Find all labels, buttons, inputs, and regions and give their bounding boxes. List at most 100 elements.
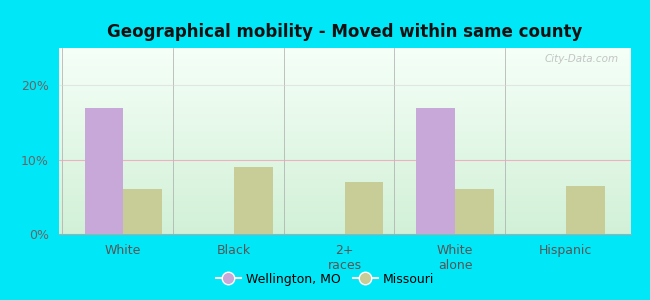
Bar (58, 207, 630, 208)
Bar (58, 156, 630, 157)
Bar (58, 66, 630, 67)
Bar (58, 125, 630, 126)
Bar (58, 69, 630, 70)
Bar (58, 213, 630, 214)
Bar (58, 228, 630, 229)
Bar (58, 152, 630, 153)
Bar (58, 52, 630, 54)
Bar (58, 105, 630, 106)
Bar (58, 217, 630, 218)
Bar (58, 205, 630, 206)
Bar (58, 188, 630, 189)
Bar (58, 167, 630, 168)
Bar (58, 197, 630, 198)
Bar (58, 163, 630, 164)
Bar (58, 91, 630, 92)
Bar (58, 165, 630, 166)
Bar (58, 175, 630, 176)
Bar (58, 134, 630, 135)
Bar (58, 99, 630, 100)
Bar (58, 128, 630, 129)
Bar (58, 132, 630, 133)
Bar (58, 198, 630, 199)
Bar (58, 146, 630, 147)
Bar (58, 223, 630, 224)
Bar (58, 233, 630, 234)
Bar (58, 138, 630, 139)
Bar (58, 151, 630, 152)
Bar (58, 196, 630, 197)
Bar (58, 230, 630, 231)
Bar (58, 159, 630, 160)
Bar (455, 189, 494, 234)
Bar (58, 136, 630, 137)
Bar (58, 206, 630, 207)
Bar (58, 119, 630, 120)
Bar (58, 65, 630, 66)
Bar (58, 71, 630, 72)
Bar (58, 107, 630, 108)
Bar (58, 108, 630, 110)
Bar (58, 186, 630, 187)
Bar (58, 95, 630, 96)
Bar (58, 73, 630, 74)
Bar (58, 192, 630, 193)
Bar (566, 186, 604, 234)
Bar (58, 87, 630, 88)
Bar (58, 158, 630, 159)
Bar (58, 112, 630, 113)
Bar (58, 74, 630, 75)
Bar (58, 218, 630, 219)
Bar (58, 117, 630, 118)
Bar (58, 111, 630, 112)
Bar (58, 190, 630, 191)
Bar (58, 194, 630, 195)
Bar (58, 209, 630, 210)
Bar (58, 72, 630, 73)
Bar (58, 179, 630, 180)
Bar (58, 215, 630, 216)
Bar (58, 90, 630, 91)
Bar (58, 130, 630, 131)
Bar (344, 182, 383, 234)
Bar (58, 202, 630, 203)
Bar (58, 164, 630, 165)
Bar (58, 127, 630, 128)
Bar (58, 114, 630, 115)
Bar (58, 199, 630, 200)
Bar (58, 110, 630, 111)
Bar (58, 200, 630, 202)
Bar (58, 211, 630, 212)
Bar (58, 216, 630, 217)
Bar (58, 150, 630, 151)
Bar (58, 86, 630, 87)
Bar (58, 60, 630, 61)
Bar (58, 104, 630, 105)
Bar (58, 178, 630, 179)
Bar (58, 54, 630, 55)
Bar (58, 93, 630, 94)
Bar (58, 100, 630, 101)
Bar (58, 229, 630, 230)
Bar (58, 144, 630, 145)
Bar (58, 227, 630, 228)
Bar (58, 193, 630, 194)
Bar (58, 58, 630, 59)
Bar (58, 98, 630, 99)
Bar (58, 166, 630, 167)
Bar (58, 61, 630, 62)
Bar (58, 63, 630, 64)
Bar (58, 75, 630, 76)
Bar (58, 115, 630, 116)
Bar (58, 64, 630, 65)
Bar (58, 155, 630, 156)
Bar (58, 142, 630, 143)
Bar (58, 77, 630, 78)
Bar (58, 157, 630, 158)
Bar (58, 160, 630, 161)
Bar (58, 187, 630, 188)
Bar (58, 116, 630, 117)
Bar (58, 173, 630, 175)
Title: Geographical mobility - Moved within same county: Geographical mobility - Moved within sam… (107, 23, 582, 41)
Bar (58, 49, 630, 50)
